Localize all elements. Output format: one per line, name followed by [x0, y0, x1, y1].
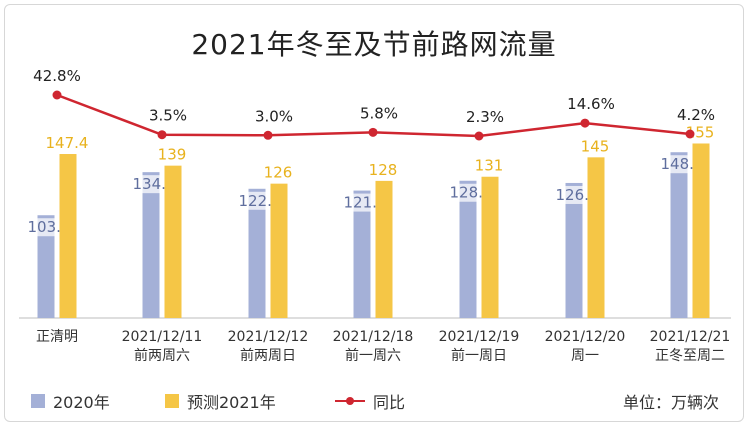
bar-2021-5 — [587, 157, 605, 318]
bar-2020-0 — [37, 215, 55, 318]
unit-label: 单位：万辆次 — [622, 393, 719, 412]
bar-2021-1 — [164, 165, 182, 318]
yoy-label-2: 3.0% — [255, 107, 293, 125]
legend-label-yoy: 同比 — [373, 393, 406, 412]
legend-swatch-2021 — [165, 394, 179, 408]
bar-2020-2 — [248, 188, 266, 318]
yoy-line-group: 42.8% 3.5% 3.0% 5.8% 2.3% 14.6% 4.2% — [33, 67, 715, 141]
bar-2021-0 — [59, 154, 77, 318]
legend-label-2021: 预测2021年 — [187, 393, 276, 412]
yoy-point-4 — [474, 131, 484, 141]
category-label-1-0: 2021/12/11 — [122, 329, 203, 345]
yoy-point-2 — [263, 130, 273, 140]
category-label-4-0: 2021/12/19 — [439, 329, 520, 345]
category-label-5-0: 2021/12/20 — [545, 329, 626, 345]
bar-2020-6 — [670, 152, 688, 318]
bar-label-2021-1: 139 — [158, 146, 187, 164]
bar-label-2021-0: 147.4 — [46, 134, 89, 152]
legend: 2020年 预测2021年 同比 单位：万辆次 — [5, 377, 743, 417]
category-label-6-0: 2021/12/21 — [650, 329, 731, 345]
yoy-point-1 — [157, 130, 167, 140]
legend-item-yoy: 同比 — [335, 389, 405, 413]
legend-swatch-2020 — [31, 394, 45, 408]
bar-2021-4 — [481, 176, 499, 318]
chart-frame: 2021年冬至及节前路网流量 103.2 147.4 134.3 139 122.3 12… — [4, 4, 744, 422]
yoy-label-3: 5.8% — [360, 104, 398, 122]
yoy-label-1: 3.5% — [149, 107, 187, 125]
category-label-group: 正清明 2021/12/11 前两周六 2021/12/12 前两周日 2021/12/1… — [36, 329, 730, 364]
category-label-2-1: 前两周日 — [240, 347, 296, 364]
legend-item-2020: 2020年 — [31, 389, 110, 413]
yoy-label-0: 42.8% — [33, 67, 81, 85]
chart-title: 2021年冬至及节前路网流量 — [191, 28, 557, 61]
category-label-1-1: 前两周六 — [134, 347, 190, 364]
bar-label-2021-3: 128 — [369, 161, 398, 179]
category-label-2-0: 2021/12/12 — [228, 329, 309, 345]
bar-2020-3 — [353, 190, 371, 318]
legend-swatch-yoy — [335, 394, 365, 408]
yoy-label-6: 4.2% — [677, 106, 715, 124]
bar-2020-5 — [565, 182, 583, 318]
bar-2021-2 — [270, 183, 288, 318]
legend-label-2020: 2020年 — [53, 393, 110, 412]
bar-2021-3 — [375, 180, 393, 318]
category-label-6-1: 正冬至周二 — [655, 348, 725, 364]
yoy-point-3 — [368, 127, 378, 137]
bar-2021-6 — [692, 143, 710, 318]
yoy-point-0 — [52, 90, 62, 100]
bar-label-2021-5: 145 — [581, 137, 610, 155]
category-label-3-1: 前一周六 — [345, 347, 401, 364]
yoy-point-5 — [580, 118, 590, 128]
bar-label-2021-4: 131 — [475, 157, 504, 175]
yoy-label-5: 14.6% — [567, 95, 615, 113]
yoy-point-6 — [685, 129, 695, 139]
yoy-label-4: 2.3% — [466, 108, 504, 126]
bar-label-2021-2: 126 — [264, 164, 293, 182]
bar-2020-4 — [459, 180, 477, 318]
bar-group: 103.2147.4134.3139122.3126121.0128128.11… — [24, 123, 714, 318]
category-label-4-1: 前一周日 — [451, 347, 507, 364]
legend-item-2021: 预测2021年 — [165, 389, 276, 413]
category-label-0-0: 正清明 — [36, 329, 78, 345]
chart-plot: 103.2147.4134.3139122.3126121.0128128.11… — [19, 67, 731, 364]
category-label-3-0: 2021/12/18 — [333, 329, 414, 345]
category-label-5-1: 周一 — [571, 348, 599, 364]
bar-2020-1 — [142, 172, 160, 318]
